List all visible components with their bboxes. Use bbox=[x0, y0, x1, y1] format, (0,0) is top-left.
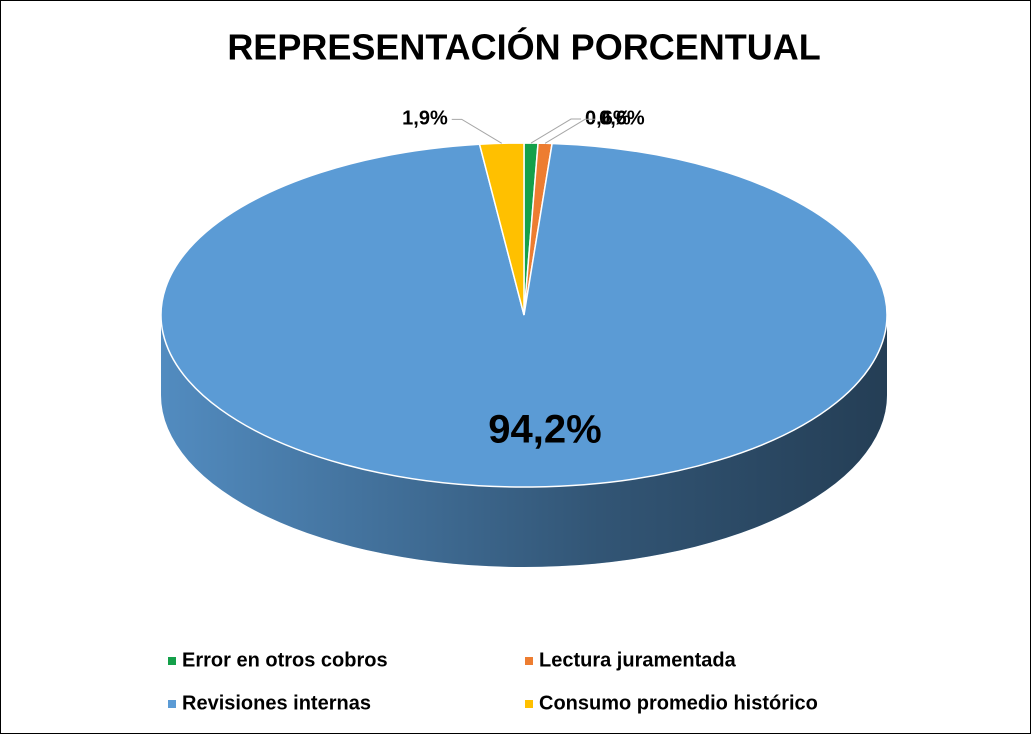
leader-line bbox=[544, 118, 596, 144]
legend-label: Consumo promedio histórico bbox=[539, 692, 818, 714]
leader-line bbox=[530, 118, 582, 144]
leader-line bbox=[451, 118, 503, 144]
pie-slice bbox=[160, 142, 888, 488]
legend-label: Error en otros cobros bbox=[182, 649, 388, 671]
legend-swatch bbox=[525, 657, 533, 665]
legend-swatch bbox=[525, 700, 533, 708]
data-label: 94,2% bbox=[488, 408, 601, 452]
data-label: 1,9% bbox=[402, 108, 448, 130]
legend-swatch bbox=[168, 700, 176, 708]
legend-label: Lectura juramentada bbox=[539, 649, 737, 671]
data-label: 0,6% bbox=[599, 108, 645, 130]
legend-swatch bbox=[168, 657, 176, 665]
pie-side-shade bbox=[161, 315, 887, 567]
legend-label: Revisiones internas bbox=[182, 692, 371, 714]
chart-title: REPRESENTACIÓN PORCENTUAL bbox=[227, 26, 820, 68]
data-label: 0,6% bbox=[585, 107, 631, 129]
pie-slice bbox=[478, 142, 525, 316]
